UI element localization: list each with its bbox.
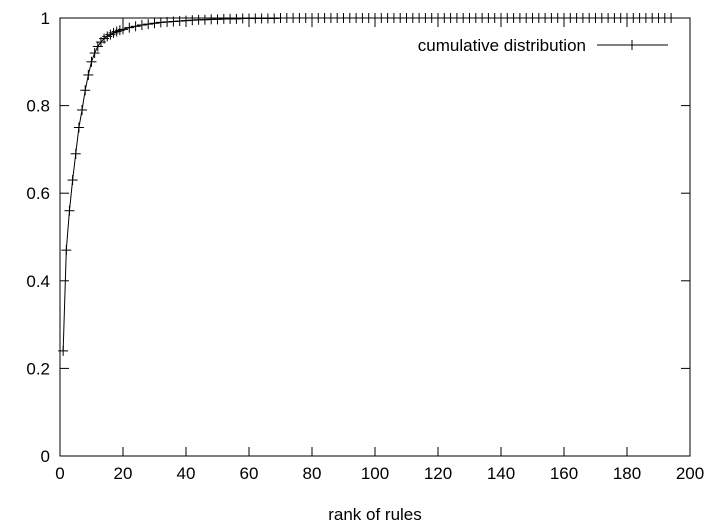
tick-labels: 0 20 40 60 80 100 120 140 160 180 200 0 0.2 0.4 0.6 0.8… [26,9,704,483]
data-point [130,21,141,32]
data-point [136,20,147,31]
x-tick-label: 0 [55,464,64,483]
series-layer [58,13,677,356]
data-point [118,24,128,35]
data-point [77,104,88,115]
data-point [83,69,94,80]
legend-label: cumulative distribution [418,36,586,55]
x-tick-label: 80 [303,464,322,483]
legend: cumulative distribution [418,36,668,55]
x-axis-label: rank of rules [328,505,422,524]
ticks [59,17,691,457]
y-tick-label: 0.8 [26,97,50,116]
data-point [58,345,69,356]
legend-marker-plus [627,40,637,50]
data-point [70,148,81,159]
y-tick-label: 0 [41,447,50,466]
data-point [89,48,100,59]
x-tick-label: 40 [177,464,196,483]
data-point [73,122,84,133]
x-tick-label: 200 [676,464,704,483]
data-point [666,13,677,23]
data-point [67,175,78,186]
legend-marker [627,40,637,50]
series-line [62,17,672,351]
x-tick-label: 20 [114,464,133,483]
x-tick-label: 160 [550,464,578,483]
y-tick-label: 0.2 [26,359,50,378]
data-point [124,22,135,33]
x-tick-label: 100 [361,464,389,483]
data-point [143,19,154,30]
y-tick-label: 1 [41,9,50,28]
data-point [80,85,91,96]
x-tick-label: 180 [613,464,641,483]
data-point [64,205,75,216]
data-point [61,245,72,256]
data-point [86,56,97,67]
plot-frame [59,17,691,457]
y-tick-label: 0.4 [26,272,50,291]
x-tick-label: 140 [487,464,515,483]
data-point [149,18,160,29]
x-tick-label: 60 [240,464,259,483]
x-tick-label: 120 [424,464,452,483]
y-tick-label: 0.6 [26,184,50,203]
